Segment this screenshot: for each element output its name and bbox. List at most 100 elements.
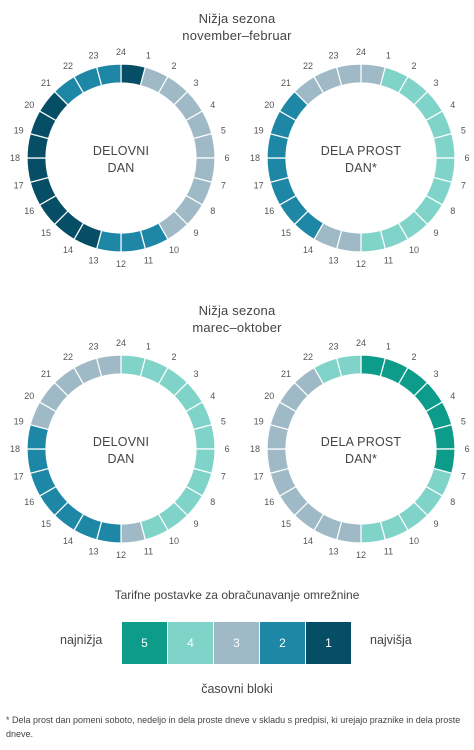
season-title-summer-line1: Nižja sezona [198, 303, 276, 318]
hour-label: 10 [169, 245, 179, 255]
hour-label: 20 [264, 391, 274, 401]
hour-label: 17 [14, 471, 24, 481]
hour-segment [335, 354, 362, 378]
hour-segment [335, 63, 362, 87]
hour-label: 16 [24, 206, 34, 216]
hour-label: 9 [433, 228, 438, 238]
legend-bar: 5 4 3 2 1 [122, 622, 352, 664]
hour-label: 20 [24, 391, 34, 401]
hour-segment [432, 423, 456, 450]
hour-label: 3 [193, 369, 198, 379]
hour-label: 9 [433, 519, 438, 529]
hour-label: 3 [193, 78, 198, 88]
hour-label: 24 [116, 47, 126, 57]
hour-label: 19 [254, 417, 264, 427]
hour-label: 1 [386, 51, 391, 61]
season-title-winter-line2: november–februar [182, 28, 292, 43]
hour-label: 5 [461, 126, 466, 136]
hour-label: 11 [144, 255, 153, 265]
hour-label: 8 [210, 497, 215, 507]
hour-label: 17 [14, 180, 24, 190]
hour-label: 5 [221, 126, 226, 136]
hour-label: 15 [41, 228, 51, 238]
dial-ring [266, 354, 456, 544]
hour-label: 11 [384, 546, 393, 556]
dial-center-line1: DELOVNI [93, 435, 149, 449]
hour-segment [266, 448, 290, 475]
hour-segment [26, 157, 50, 184]
hour-label: 15 [41, 519, 51, 529]
hour-label: 23 [329, 51, 339, 61]
hour-label: 18 [10, 153, 20, 163]
hour-label: 21 [281, 369, 291, 379]
legend-low-label: najnižja [60, 633, 103, 647]
hour-label: 23 [89, 342, 99, 352]
hour-label: 11 [384, 255, 393, 265]
hour-segment [120, 520, 147, 544]
hour-label: 23 [89, 51, 99, 61]
hour-segment [95, 354, 122, 378]
hour-label: 1 [146, 342, 151, 352]
dial-center-line2: DAN [108, 452, 135, 466]
hour-segment [120, 229, 147, 253]
hour-label: 2 [171, 61, 176, 71]
hour-label: 16 [24, 497, 34, 507]
hour-label: 2 [171, 352, 176, 362]
hour-label: 3 [433, 369, 438, 379]
hour-label: 21 [41, 369, 51, 379]
hour-label: 19 [14, 417, 24, 427]
hour-label: 1 [386, 342, 391, 352]
hour-segment [192, 132, 216, 159]
legend-cell: 1 [306, 622, 352, 664]
hour-label: 14 [63, 245, 73, 255]
hour-label: 18 [250, 153, 260, 163]
hour-label: 16 [264, 497, 274, 507]
dial-center-line2: DAN [108, 161, 135, 175]
hour-label: 5 [221, 417, 226, 427]
hour-label: 22 [63, 352, 73, 362]
hour-label: 8 [450, 497, 455, 507]
hour-label: 23 [329, 342, 339, 352]
hour-label: 3 [433, 78, 438, 88]
hour-label: 10 [409, 245, 419, 255]
season-title-winter-line1: Nižja sezona [198, 11, 276, 26]
hour-label: 9 [193, 228, 198, 238]
hour-label: 21 [281, 78, 291, 88]
hour-label: 12 [356, 259, 366, 269]
hour-segment [360, 229, 387, 253]
hour-label: 7 [461, 471, 466, 481]
footnote: * Dela prost dan pomeni soboto, nedeljo … [6, 715, 461, 739]
legend-high-label: najvišja [370, 633, 412, 647]
hour-label: 12 [116, 550, 126, 560]
hour-label: 8 [210, 206, 215, 216]
hour-label: 20 [24, 100, 34, 110]
hour-label: 6 [464, 444, 469, 454]
legend-title: Tarifne postavke za obračunavanje omrežn… [114, 588, 360, 602]
hour-label: 13 [89, 546, 99, 556]
hour-label: 15 [281, 519, 291, 529]
hour-label: 2 [411, 61, 416, 71]
hour-label: 6 [224, 153, 229, 163]
hour-label: 10 [409, 536, 419, 546]
hour-label: 18 [250, 444, 260, 454]
hour-label: 12 [356, 550, 366, 560]
dial-center-line2: DAN* [345, 161, 377, 175]
hour-label: 19 [14, 126, 24, 136]
hour-label: 1 [146, 51, 151, 61]
hour-label: 16 [264, 206, 274, 216]
hour-label: 2 [411, 352, 416, 362]
legend-cell: 5 [122, 622, 168, 664]
legend-cell: 2 [260, 622, 306, 664]
dial-center-line1: DELA PROST [321, 144, 402, 158]
hour-label: 24 [116, 338, 126, 348]
dial-ring [266, 63, 456, 253]
hour-label: 7 [461, 180, 466, 190]
hour-label: 8 [450, 206, 455, 216]
hour-label: 7 [221, 180, 226, 190]
legend-cell: 4 [168, 622, 214, 664]
